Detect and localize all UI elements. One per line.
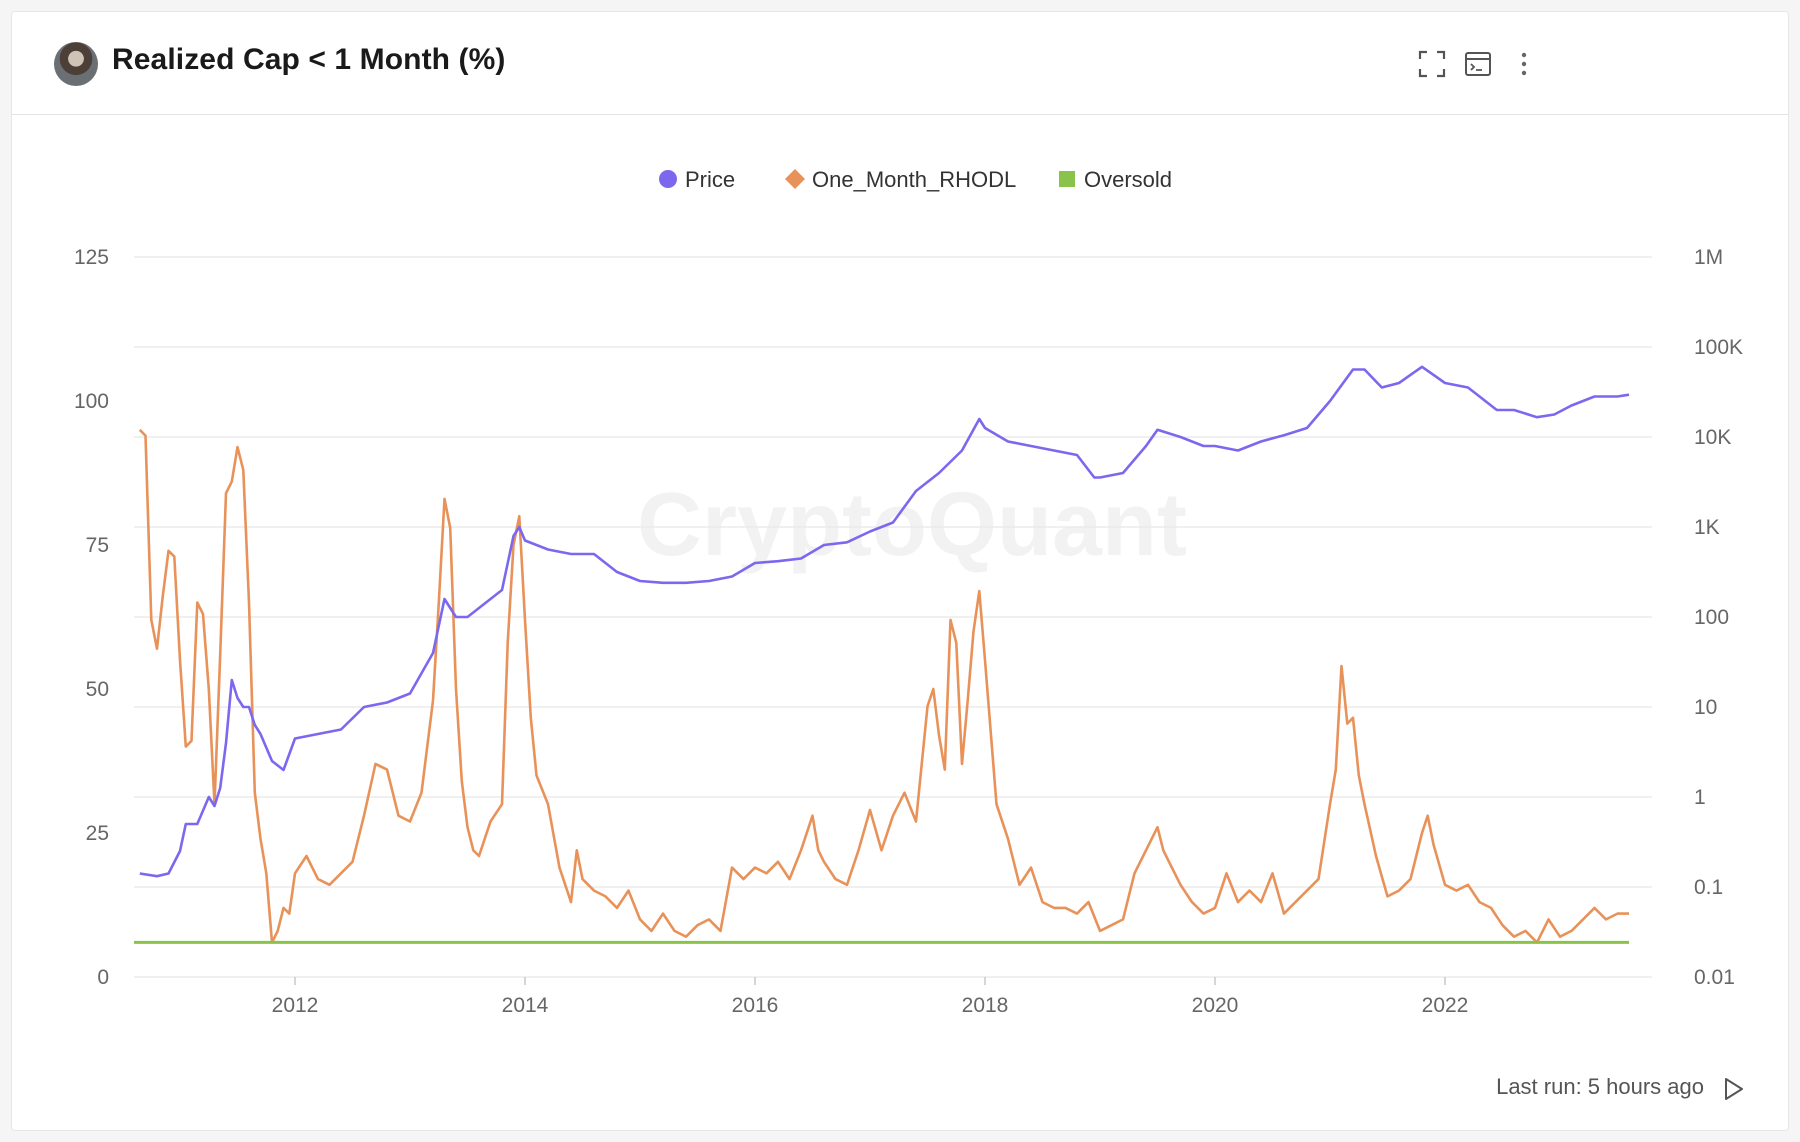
grid — [134, 256, 1652, 978]
left-tick-label: 75 — [86, 534, 109, 557]
right-tick-label: 1K — [1694, 516, 1720, 539]
x-tick-label: 2022 — [1422, 994, 1469, 1015]
left-tick-label: 25 — [86, 822, 109, 845]
fullscreen-icon[interactable] — [1416, 48, 1448, 80]
legend-label-oversold: Oversold — [1084, 167, 1172, 192]
right-tick-label: 1M — [1694, 246, 1723, 269]
x-tick-label: 2018 — [962, 994, 1009, 1015]
left-tick-label: 125 — [74, 246, 109, 269]
legend-marker-one_month_rhodl — [785, 169, 805, 189]
card-header: Realized Cap < 1 Month (%) — [12, 12, 1788, 115]
chart-card: Realized Cap < 1 Month (%) CryptoQuant P… — [11, 11, 1789, 1131]
series-line-one_month_rhodl — [138, 428, 1629, 944]
right-tick-label: 100 — [1694, 606, 1729, 629]
x-tick-label: 2014 — [502, 994, 549, 1015]
left-tick-label: 0 — [97, 966, 109, 989]
right-tick-label: 10 — [1694, 696, 1717, 719]
chart-area: CryptoQuant Price One_Month_RHODL Oversold… — [74, 167, 1743, 1015]
x-axis: 2012 2014 2016 2018 2020 2022 — [272, 977, 1469, 1015]
series-line-price — [139, 365, 1630, 878]
legend-marker-price — [659, 170, 677, 188]
more-vertical-icon[interactable] — [1508, 48, 1540, 80]
right-axis: 0.01 0.1 1 10 100 1K 10K 100K 1M — [1694, 246, 1743, 989]
avatar[interactable] — [54, 42, 98, 86]
right-tick-label: 0.01 — [1694, 966, 1735, 989]
x-tick-label: 2016 — [732, 994, 779, 1015]
right-tick-label: 1 — [1694, 786, 1706, 809]
series-layer — [134, 365, 1630, 944]
right-tick-label: 10K — [1694, 426, 1731, 449]
right-tick-label: 0.1 — [1694, 876, 1723, 899]
right-tick-label: 100K — [1694, 336, 1743, 359]
legend-marker-oversold — [1059, 171, 1075, 187]
last-run-text: Last run: 5 hours ago — [1496, 1074, 1704, 1099]
left-tick-label: 50 — [86, 678, 109, 701]
legend: Price One_Month_RHODL Oversold — [659, 167, 1172, 192]
left-tick-label: 100 — [74, 390, 109, 413]
legend-label-price: Price — [685, 167, 735, 192]
left-axis: 0 25 50 75 100 125 — [74, 246, 109, 989]
page-title: Realized Cap < 1 Month (%) — [112, 43, 506, 76]
play-icon[interactable] — [1718, 1074, 1748, 1104]
x-tick-label: 2020 — [1192, 994, 1239, 1015]
watermark: CryptoQuant — [637, 475, 1187, 575]
console-icon[interactable] — [1462, 48, 1494, 80]
x-tick-label: 2012 — [272, 994, 319, 1015]
legend-label-one_month_rhodl: One_Month_RHODL — [812, 167, 1016, 192]
